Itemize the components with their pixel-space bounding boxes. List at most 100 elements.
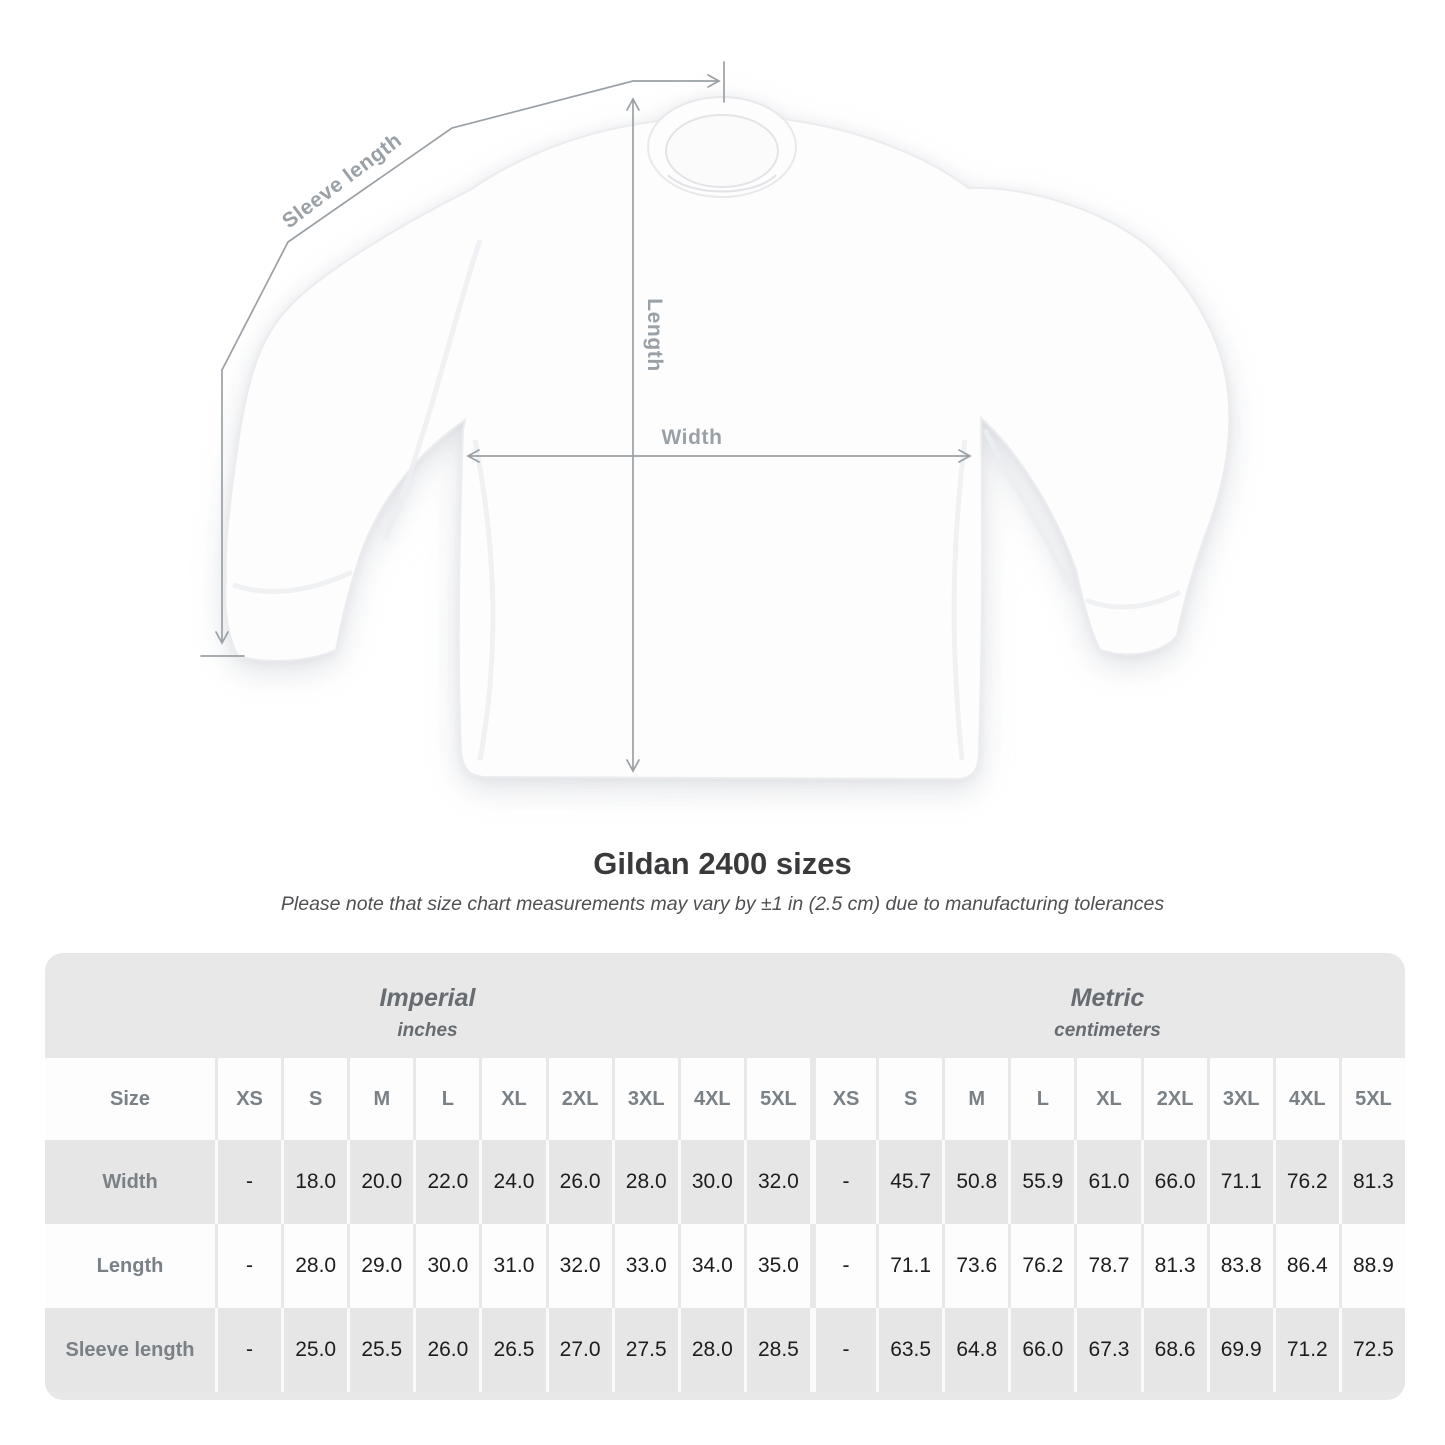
cell-length-imperial-4xl: 34.0 <box>677 1224 744 1308</box>
cell-length-metric-3xl: 83.8 <box>1206 1224 1273 1308</box>
size-header-row: Size XS S M L XL 2XL 3XL 4XL 5XL XS S M L XL 2XL 3XL 4XL… <box>45 1058 1405 1140</box>
cell-sleeve-length-imperial-5xl: 28.5 <box>743 1308 810 1392</box>
imperial-label: Imperial <box>379 983 476 1012</box>
cell-length-metric-4xl: 86.4 <box>1272 1224 1339 1308</box>
measurement-arrows <box>200 61 972 773</box>
cell-width-imperial-5xl: 32.0 <box>743 1140 810 1224</box>
cell-length-metric-xs: - <box>809 1224 877 1308</box>
cell-width-imperial-xs: - <box>215 1140 282 1224</box>
size-col-imperial-m: M <box>347 1058 414 1140</box>
size-col-imperial-5xl: 5XL <box>743 1058 810 1140</box>
cell-length-imperial-l: 30.0 <box>413 1224 480 1308</box>
cell-width-metric-l: 55.9 <box>1008 1140 1075 1224</box>
cell-width-metric-s: 45.7 <box>876 1140 943 1224</box>
size-chart-card: Imperial inches Metric centimeters Size … <box>45 953 1405 1400</box>
cell-width-metric-3xl: 71.1 <box>1206 1140 1273 1224</box>
size-col-metric-5xl: 5XL <box>1338 1058 1405 1140</box>
size-chart-table: Imperial inches Metric centimeters Size … <box>45 953 1405 1392</box>
cell-sleeve-length-metric-2xl: 68.6 <box>1140 1308 1207 1392</box>
cell-length-imperial-3xl: 33.0 <box>611 1224 678 1308</box>
size-col-imperial-s: S <box>281 1058 348 1140</box>
sleeve-length-label: Sleeve length <box>278 129 406 234</box>
cell-sleeve-length-imperial-m: 25.5 <box>347 1308 414 1392</box>
fabric-fold-lines <box>232 239 1182 761</box>
size-col-metric-xl: XL <box>1074 1058 1141 1140</box>
cell-sleeve-length-imperial-l: 26.0 <box>413 1308 480 1392</box>
imperial-unit: inches <box>397 1019 458 1041</box>
size-col-imperial-l: L <box>413 1058 480 1140</box>
size-col-metric-s: S <box>876 1058 943 1140</box>
cell-width-imperial-2xl: 26.0 <box>545 1140 612 1224</box>
cell-width-imperial-3xl: 28.0 <box>611 1140 678 1224</box>
cell-sleeve-length-metric-xs: - <box>809 1308 877 1392</box>
cell-width-metric-m: 50.8 <box>942 1140 1009 1224</box>
size-col-metric-4xl: 4XL <box>1272 1058 1339 1140</box>
cell-sleeve-length-metric-xl: 67.3 <box>1074 1308 1141 1392</box>
measure-row-length: Length -28.0 29.0 30.0 31.0 32.0 33.0 34.0 35.0-… <box>45 1224 1405 1308</box>
cell-width-imperial-m: 20.0 <box>347 1140 414 1224</box>
cell-width-imperial-s: 18.0 <box>281 1140 348 1224</box>
cell-sleeve-length-imperial-s: 25.0 <box>281 1308 348 1392</box>
cell-length-metric-2xl: 81.3 <box>1140 1224 1207 1308</box>
cell-sleeve-length-imperial-xs: - <box>215 1308 282 1392</box>
row-label-sleeve-length: Sleeve length <box>45 1308 215 1392</box>
cell-sleeve-length-imperial-3xl: 27.5 <box>611 1308 678 1392</box>
width-label: Width <box>661 426 722 449</box>
cell-width-metric-4xl: 76.2 <box>1272 1140 1339 1224</box>
measure-row-sleeve-length: Sleeve length -25.0 25.5 26.0 26.5 27.0 27.5 28… <box>45 1308 1405 1392</box>
cell-length-metric-5xl: 88.9 <box>1338 1224 1405 1308</box>
row-label-length: Length <box>45 1224 215 1308</box>
shirt-measurement-diagram: Sleeve length Length Width <box>200 61 1231 781</box>
measure-rows: Width -18.0 20.0 22.0 24.0 26.0 28.0 30.0 32.0-4… <box>45 1140 1405 1392</box>
cell-width-imperial-l: 22.0 <box>413 1140 480 1224</box>
unit-header-row: Imperial inches Metric centimeters <box>45 953 1405 1058</box>
size-col-metric-3xl: 3XL <box>1206 1058 1273 1140</box>
cell-sleeve-length-metric-l: 66.0 <box>1008 1308 1075 1392</box>
cell-sleeve-length-metric-3xl: 69.9 <box>1206 1308 1273 1392</box>
measure-row-width: Width -18.0 20.0 22.0 24.0 26.0 28.0 30.0 32.0-4… <box>45 1140 1405 1224</box>
cell-width-metric-2xl: 66.0 <box>1140 1140 1207 1224</box>
cell-sleeve-length-imperial-2xl: 27.0 <box>545 1308 612 1392</box>
cell-length-imperial-m: 29.0 <box>347 1224 414 1308</box>
row-label-width: Width <box>45 1140 215 1224</box>
size-col-imperial-2xl: 2XL <box>545 1058 612 1140</box>
page-title: Gildan 2400 sizes <box>593 846 852 881</box>
cell-sleeve-length-metric-5xl: 72.5 <box>1338 1308 1405 1392</box>
metric-section-header: Metric centimeters <box>810 953 1405 1058</box>
cell-width-metric-xs: - <box>809 1140 877 1224</box>
size-col-metric-l: L <box>1008 1058 1075 1140</box>
cell-sleeve-length-imperial-4xl: 28.0 <box>677 1308 744 1392</box>
size-corner-label: Size <box>45 1058 215 1140</box>
metric-unit: centimeters <box>1054 1019 1161 1041</box>
cell-width-imperial-xl: 24.0 <box>479 1140 546 1224</box>
cell-length-imperial-xl: 31.0 <box>479 1224 546 1308</box>
cell-sleeve-length-metric-s: 63.5 <box>876 1308 943 1392</box>
cell-length-imperial-xs: - <box>215 1224 282 1308</box>
cell-length-metric-s: 71.1 <box>876 1224 943 1308</box>
cell-width-metric-5xl: 81.3 <box>1338 1140 1405 1224</box>
size-col-metric-xs: XS <box>809 1058 877 1140</box>
cell-sleeve-length-imperial-xl: 26.5 <box>479 1308 546 1392</box>
cell-length-imperial-s: 28.0 <box>281 1224 348 1308</box>
size-col-imperial-4xl: 4XL <box>677 1058 744 1140</box>
length-label: Length <box>643 298 666 372</box>
imperial-section-header: Imperial inches <box>45 953 810 1058</box>
size-col-metric-m: M <box>942 1058 1009 1140</box>
long-sleeve-shirt-illustration <box>224 96 1231 781</box>
size-col-metric-2xl: 2XL <box>1140 1058 1207 1140</box>
size-col-imperial-3xl: 3XL <box>611 1058 678 1140</box>
cell-width-metric-xl: 61.0 <box>1074 1140 1141 1224</box>
cell-length-imperial-5xl: 35.0 <box>743 1224 810 1308</box>
cell-sleeve-length-metric-m: 64.8 <box>942 1308 1009 1392</box>
cell-width-imperial-4xl: 30.0 <box>677 1140 744 1224</box>
cell-sleeve-length-metric-4xl: 71.2 <box>1272 1308 1339 1392</box>
metric-label: Metric <box>1070 983 1145 1012</box>
cell-length-metric-l: 76.2 <box>1008 1224 1075 1308</box>
size-col-imperial-xl: XL <box>479 1058 546 1140</box>
size-col-imperial-xs: XS <box>215 1058 282 1140</box>
cell-length-metric-m: 73.6 <box>942 1224 1009 1308</box>
cell-length-imperial-2xl: 32.0 <box>545 1224 612 1308</box>
collar <box>647 96 797 198</box>
page-subtitle: Please note that size chart measurements… <box>280 893 1165 915</box>
